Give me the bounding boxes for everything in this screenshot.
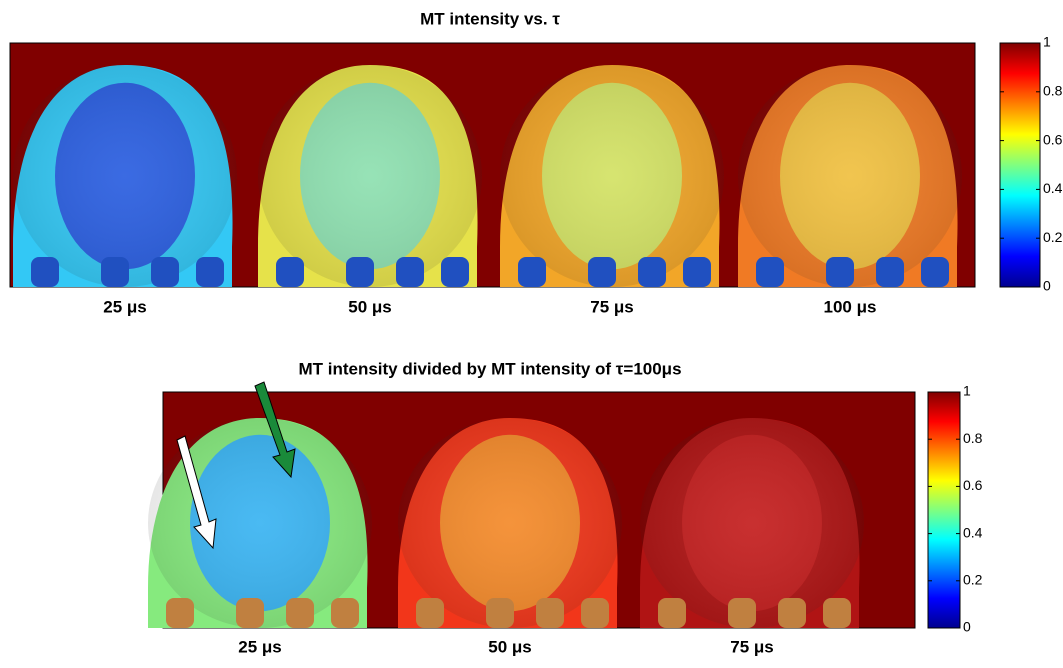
lower-lobe bbox=[396, 257, 424, 287]
lower-lobe bbox=[236, 598, 264, 628]
lower-lobe bbox=[638, 257, 666, 287]
top-title: MT intensity vs. τ bbox=[420, 9, 560, 28]
lower-lobe bbox=[823, 598, 851, 628]
bottom-blobs bbox=[148, 418, 864, 628]
lower-lobe bbox=[683, 257, 711, 287]
figure: MT intensity vs. τ MT intensity divided … bbox=[0, 0, 1063, 663]
colorbar-tick-label: 1 bbox=[963, 383, 971, 399]
bottom-title: MT intensity divided by MT intensity of … bbox=[298, 359, 681, 378]
texture bbox=[738, 65, 962, 287]
lower-lobe bbox=[658, 598, 686, 628]
lower-lobe bbox=[728, 598, 756, 628]
image-label: 25 μs bbox=[103, 297, 147, 316]
texture bbox=[398, 418, 622, 628]
colorbar-tick-label: 0.4 bbox=[963, 524, 983, 540]
colorbar-tick-label: 0.2 bbox=[1043, 229, 1063, 245]
lower-lobe bbox=[416, 598, 444, 628]
image-label: 75 μs bbox=[730, 637, 774, 656]
lower-lobe bbox=[166, 598, 194, 628]
lower-lobe bbox=[826, 257, 854, 287]
colorbar-tick-label: 0.6 bbox=[1043, 131, 1063, 147]
texture bbox=[500, 65, 724, 287]
colorbar-tick-label: 0.8 bbox=[963, 430, 983, 446]
colorbar-tick-label: 0.2 bbox=[963, 572, 983, 588]
colorbar-tick-label: 1 bbox=[1043, 34, 1051, 50]
lower-lobe bbox=[518, 257, 546, 287]
lower-lobe bbox=[581, 598, 609, 628]
texture bbox=[13, 65, 237, 287]
texture bbox=[640, 418, 864, 628]
top-colorbar bbox=[1000, 43, 1040, 287]
lower-lobe bbox=[441, 257, 469, 287]
lower-lobe bbox=[346, 257, 374, 287]
lower-lobe bbox=[276, 257, 304, 287]
colorbar-tick-label: 0.4 bbox=[1043, 180, 1063, 196]
lower-lobe bbox=[876, 257, 904, 287]
lower-lobe bbox=[196, 257, 224, 287]
lower-lobe bbox=[101, 257, 129, 287]
colorbar-tick-label: 0 bbox=[1043, 278, 1051, 294]
colorbar-tick-label: 0.8 bbox=[1043, 83, 1063, 99]
image-label: 75 μs bbox=[590, 297, 634, 316]
texture bbox=[258, 65, 482, 287]
lower-lobe bbox=[756, 257, 784, 287]
image-label: 25 μs bbox=[238, 637, 282, 656]
lower-lobe bbox=[921, 257, 949, 287]
lower-lobe bbox=[536, 598, 564, 628]
bottom-colorbar bbox=[928, 392, 960, 628]
image-label: 100 μs bbox=[824, 297, 877, 316]
lower-lobe bbox=[778, 598, 806, 628]
colorbar-tick-label: 0 bbox=[963, 619, 971, 635]
image-label: 50 μs bbox=[348, 297, 392, 316]
lower-lobe bbox=[486, 598, 514, 628]
lower-lobe bbox=[588, 257, 616, 287]
colorbar-tick-label: 0.6 bbox=[963, 477, 983, 493]
image-label: 50 μs bbox=[488, 637, 532, 656]
lower-lobe bbox=[151, 257, 179, 287]
lower-lobe bbox=[331, 598, 359, 628]
lower-lobe bbox=[31, 257, 59, 287]
lower-lobe bbox=[286, 598, 314, 628]
